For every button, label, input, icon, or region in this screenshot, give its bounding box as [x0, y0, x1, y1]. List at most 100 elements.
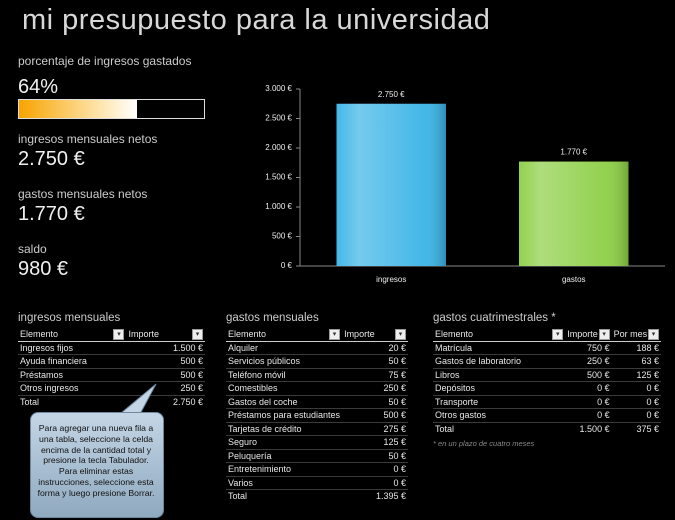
table-title: ingresos mensuales [18, 312, 121, 324]
row: Ingresos fijos 1.500 € [18, 341, 205, 355]
total-row: Total 1.500 €375 € [433, 421, 661, 435]
total-cell: 1.395 € [342, 489, 408, 503]
row: Tarjetas de crédito 275 € [226, 422, 408, 436]
data-label: 2.750 € [378, 90, 405, 99]
chart: 0 € 500 € 1.000 € 1.500 € 2.000 € 2.500 € 3.00… [265, 84, 665, 284]
header-text: Elemento [228, 329, 267, 339]
cell: 75 € [342, 368, 408, 382]
cell: Servicios públicos [226, 354, 343, 369]
total-row: Total 1.395 € [226, 489, 408, 503]
total-cell: Total [226, 489, 343, 503]
cell: Gastos del coche [226, 395, 343, 409]
table: Elemento ▾ Importe ▾ Alquiler 20 € Servicios p… [226, 328, 408, 503]
row: Matrícula 750 €188 € [433, 341, 661, 355]
row: Transporte 0 €0 € [433, 395, 661, 409]
row: Préstamos 500 € [18, 368, 205, 382]
table: Elemento ▾ Importe ▾ Ingresos fijos 1.500 € Ay… [18, 328, 205, 408]
y-tick-label: 0 € [281, 261, 293, 270]
header-cell: Importe ▾ [342, 328, 408, 342]
total-cell: 1.500 € [565, 421, 612, 435]
header-text: Elemento [435, 329, 474, 339]
y-tick-label: 2.000 € [265, 143, 292, 152]
x-tick-label: gastos [562, 275, 586, 284]
cell: 1.500 € [126, 341, 205, 355]
x-tick-label: ingresos [376, 275, 406, 284]
cell: Préstamos [18, 368, 127, 382]
header-row: Elemento ▾ Importe ▾ [226, 328, 408, 342]
header-text: Importe [567, 329, 598, 339]
cell: 0 € [342, 462, 408, 477]
cell: Ingresos fijos [18, 341, 127, 355]
kpi-value: 1.770 € [18, 203, 85, 225]
header-text: Importe [128, 329, 159, 339]
cell: 0 € [611, 395, 661, 409]
cell: Teléfono móvil [226, 368, 343, 382]
bar-sheen [336, 103, 446, 266]
row: Alquiler 20 € [226, 341, 408, 355]
callout-box [30, 412, 164, 518]
filter-button[interactable]: ▾ [648, 329, 659, 340]
table-note: * en un plazo de cuatro meses [433, 439, 535, 448]
row: Entretenimiento 0 € [226, 462, 408, 477]
kpi-label: gastos mensuales netos [18, 187, 148, 201]
table: Elemento ▾ Importe ▾ Por mes ▾ Matrícula 750 €1… [433, 328, 661, 435]
header-row: Elemento ▾ Importe ▾ Por mes ▾ [433, 328, 661, 342]
bar-sheen [519, 161, 629, 266]
cell: Matrícula [433, 341, 566, 355]
cell: Alquiler [226, 341, 343, 355]
kpi-value: 980 € [18, 258, 69, 280]
cell: Transporte [433, 395, 566, 409]
data-label: 1.770 € [560, 148, 587, 157]
cell: 188 € [611, 341, 661, 355]
cell: 500 € [126, 354, 205, 369]
cell: Peluquería [226, 449, 343, 463]
cell: 0 € [565, 395, 612, 409]
header-cell: Elemento ▾ [18, 328, 127, 342]
cell: 750 € [565, 341, 612, 355]
filter-button[interactable]: ▾ [329, 329, 341, 340]
cell: Comestibles [226, 381, 343, 396]
cell: Gastos de laboratorio [433, 354, 566, 369]
row: Comestibles 250 € [226, 381, 408, 396]
cell: 63 € [611, 354, 661, 369]
cell: Ayuda financiera [18, 354, 127, 369]
cell: 50 € [342, 395, 408, 409]
filter-button[interactable]: ▾ [598, 329, 610, 340]
filter-button[interactable]: ▾ [192, 329, 203, 340]
callout-pointer [118, 383, 157, 415]
total-cell: Total [433, 421, 566, 435]
cell: 0 € [611, 381, 661, 396]
cell: 500 € [126, 368, 205, 382]
cell: 125 € [611, 368, 661, 382]
cell: 50 € [342, 354, 408, 369]
header-cell: Importe ▾ [565, 328, 612, 342]
header-cell: Importe ▾ [126, 328, 205, 342]
header-cell: Por mes ▾ [611, 328, 661, 342]
row: Gastos del coche 50 € [226, 395, 408, 409]
cell: 250 € [342, 381, 408, 396]
row: Ayuda financiera 500 € [18, 354, 205, 369]
header-text: Importe [344, 329, 375, 339]
filter-button[interactable]: ▾ [113, 329, 125, 340]
y-tick-label: 500 € [272, 232, 293, 241]
y-tick-label: 2.500 € [265, 114, 292, 123]
row: Libros 500 €125 € [433, 368, 661, 382]
page-title: mi presupuesto para la universidad [22, 4, 491, 36]
kpi-label: saldo [18, 242, 47, 256]
cell: 50 € [342, 449, 408, 463]
filter-button[interactable]: ▾ [395, 329, 406, 340]
gauge-label: porcentaje de ingresos gastados [18, 54, 192, 68]
filter-button[interactable]: ▾ [552, 329, 564, 340]
header-row: Elemento ▾ Importe ▾ [18, 328, 205, 342]
table-title: gastos mensuales [226, 312, 319, 324]
gauge [18, 99, 205, 119]
total-cell: 375 € [611, 421, 661, 435]
header-text: Por mes [613, 329, 648, 339]
cell: Tarjetas de crédito [226, 422, 343, 436]
row: Depósitos 0 €0 € [433, 381, 661, 396]
y-tick-label: 3.000 € [265, 84, 292, 93]
cell: Libros [433, 368, 566, 382]
header-text: Elemento [20, 329, 59, 339]
cell: Depósitos [433, 381, 566, 396]
